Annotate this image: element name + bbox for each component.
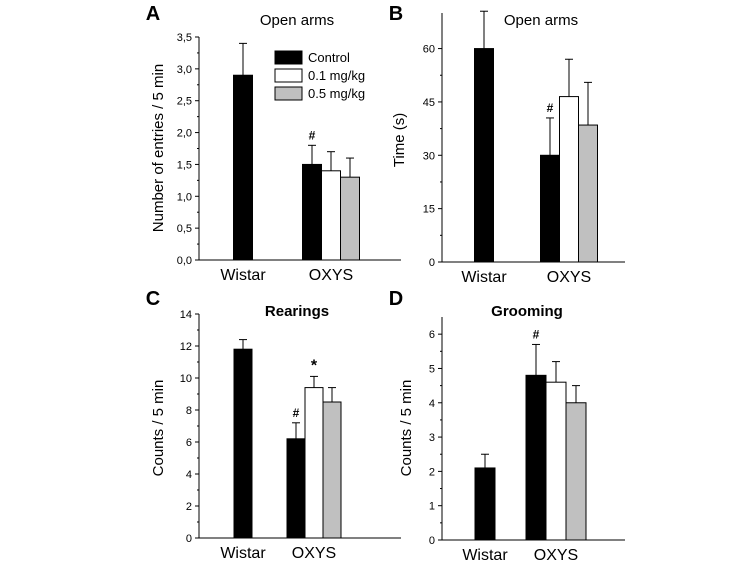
legend-label: 0.1 mg/kg [308, 68, 365, 83]
bar [302, 163, 322, 261]
y-tick-label: 10 [180, 373, 192, 385]
bar [321, 170, 341, 261]
bar [540, 154, 560, 263]
significance-marker: * [311, 357, 318, 374]
x-tick-label: OXYS [309, 267, 353, 284]
y-tick-label: 60 [423, 44, 435, 56]
y-tick-label: 4 [186, 469, 192, 481]
bar [322, 401, 342, 539]
y-tick-label: 3 [429, 432, 435, 444]
bar [565, 402, 587, 541]
y-tick-label: 2,0 [177, 128, 192, 140]
panel-letter: D [389, 288, 403, 310]
y-tick-label: 2 [186, 501, 192, 513]
legend-label: 0.5 mg/kg [308, 86, 365, 101]
y-tick-label: 0 [186, 533, 192, 545]
panel-letter: A [146, 3, 160, 25]
y-tick-label: 8 [186, 405, 192, 417]
y-tick-label: 0 [429, 535, 435, 547]
y-tick-label: 2,5 [177, 96, 192, 108]
y-tick-label: 0,5 [177, 223, 192, 235]
y-axis-label: Time (s) [391, 113, 408, 167]
legend-swatch [274, 50, 303, 65]
chart-title: Open arms [504, 12, 578, 29]
x-tick-label: OXYS [534, 547, 578, 563]
y-tick-label: 15 [423, 204, 435, 216]
chart-panel-c: C Rearings Counts / 5 min 0 2 4 6 8 10 12 14 Wistar… [146, 288, 401, 562]
y-tick-label: 5 [429, 363, 435, 375]
bar [474, 467, 496, 541]
bar [545, 381, 567, 541]
y-tick-label: 12 [180, 341, 192, 353]
chart-title: Grooming [491, 303, 563, 320]
y-tick-label: 0,0 [177, 255, 192, 267]
bar [233, 74, 253, 261]
bar [559, 96, 579, 263]
x-tick-label: Wistar [220, 267, 266, 284]
panel-letter: B [389, 3, 403, 25]
significance-marker: # [293, 406, 300, 420]
legend: Control 0.1 mg/kg 0.5 mg/kg [274, 50, 365, 101]
y-tick-label: 45 [423, 97, 435, 109]
y-axis-label: Number of entries / 5 min [150, 64, 167, 232]
y-tick-label: 4 [429, 398, 435, 410]
x-tick-label: OXYS [292, 545, 336, 562]
x-tick-label: OXYS [547, 269, 591, 286]
bar [474, 48, 494, 263]
legend-label: Control [308, 50, 350, 65]
x-tick-label: Wistar [462, 547, 508, 563]
bar [233, 348, 253, 539]
y-axis-label: Counts / 5 min [150, 380, 167, 477]
y-tick-label: 3,0 [177, 64, 192, 76]
bar [578, 124, 598, 263]
chart-title: Rearings [265, 303, 329, 320]
bar [340, 176, 360, 261]
bar [525, 374, 547, 541]
legend-swatch [274, 68, 303, 83]
chart-panel-b: B Open arms Time (s) 0 15 30 45 60 Wistar OXYS # [389, 3, 625, 286]
y-tick-label: 30 [423, 150, 435, 162]
y-tick-label: 1,5 [177, 159, 192, 171]
legend-swatch [274, 86, 303, 101]
chart-panel-d: D Grooming Counts / 5 min 0 1 2 3 4 5 6 Wistar OXYS… [389, 288, 625, 563]
y-tick-label: 2 [429, 466, 435, 478]
y-tick-label: 14 [180, 309, 192, 321]
chart-title: Open arms [260, 12, 334, 29]
y-tick-label: 0 [429, 257, 435, 269]
y-tick-label: 6 [186, 437, 192, 449]
bar [304, 387, 324, 539]
y-tick-label: 1,0 [177, 191, 192, 203]
y-tick-label: 1 [429, 501, 435, 513]
significance-marker: # [547, 101, 554, 115]
y-tick-label: 6 [429, 329, 435, 341]
bar [286, 438, 306, 539]
panel-letter: C [146, 288, 160, 310]
significance-marker: # [533, 327, 540, 341]
y-axis-label: Counts / 5 min [398, 380, 415, 477]
x-tick-label: Wistar [220, 545, 266, 562]
x-tick-label: Wistar [461, 269, 507, 286]
y-tick-label: 3,5 [177, 32, 192, 44]
chart-panel-a: A Open arms Number of entries / 5 min 0,0 0,… [146, 3, 401, 284]
significance-marker: # [309, 128, 316, 142]
